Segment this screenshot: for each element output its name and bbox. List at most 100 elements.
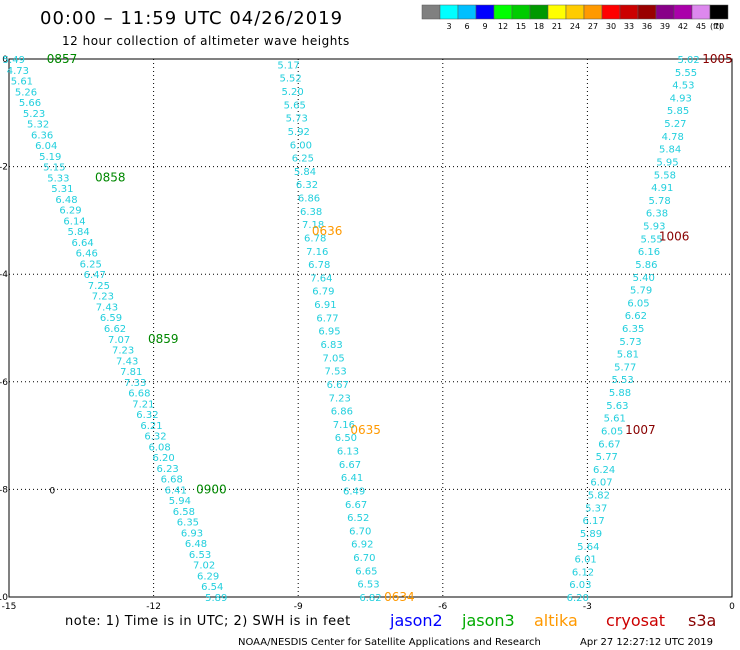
x-tick-label: -6 [438,602,447,612]
track-jason3: 5.494.735.615.265.665.235.326.366.045.19… [3,52,228,604]
chart-title: 00:00 – 11:59 UTC 04/26/2019 [40,8,343,29]
wave-height-label: 6.95 [318,327,340,338]
wave-height-label: 6.78 [308,260,330,271]
wave-height-label: 6.68 [161,475,183,486]
wave-height-label: 6.65 [355,566,377,577]
wave-height-label: 4.91 [651,183,673,194]
wave-height-label: 5.20 [282,87,304,98]
wave-height-label: 6.49 [343,486,365,497]
time-label: 0636 [312,224,343,238]
y-tick-label: -8 [0,485,8,495]
wave-height-label: 5.93 [643,222,665,233]
colorbar-swatch [475,4,495,20]
wave-height-label: 7.23 [329,393,351,404]
wave-height-label: 6.54 [201,582,223,593]
wave-height-label: 6.17 [582,516,604,527]
wave-height-label: 5.52 [279,74,301,85]
colorbar-swatch [421,4,441,20]
wave-height-label: 7.43 [116,356,138,367]
track-s3a: 5.02 5.55 4.534.93 5.85 5.27 4.78 5.845.95 5.58… [567,52,733,604]
wave-height-label: 6.62 [104,324,126,335]
wave-height-label: 5.26 [15,87,37,98]
wave-height-label: 5.94 [169,496,191,507]
wave-height-label: 4.78 [662,132,684,143]
wave-height-label: 6.46 [76,249,98,260]
colorbar-label: 9 [482,22,487,31]
wave-height-label: 5.55 [641,234,663,245]
footnote: note: 1) Time is in UTC; 2) SWH is in fe… [65,614,351,629]
location-marker: 0 [50,486,56,496]
colorbar-unit: (ft) [710,22,722,31]
colorbar-label: 6 [464,22,469,31]
wave-height-label: 6.32 [144,432,166,443]
wave-height-label: 6.04 [35,141,57,152]
wave-height-label: 5.58 [654,170,676,181]
wave-height-label: 6.05 [601,426,623,437]
wave-height-label: 6.16 [638,247,660,258]
wave-height-label: 6.20 [152,453,174,464]
wave-height-label: 7.05 [322,353,344,364]
wave-height-label: 5.23 [23,109,45,120]
wave-height-label: 6.53 [357,580,379,591]
wave-height-label: 6.77 [316,313,338,324]
wave-height-label: 5.77 [614,362,636,373]
wave-height-label: 6.36 [31,130,53,141]
wave-height-label: 6.07 [590,478,612,489]
wave-height-label: 6.50 [335,433,357,444]
wave-height-label: 5.79 [630,286,652,297]
time-label: 1006 [659,230,690,244]
data-series: 5.494.735.615.265.665.235.326.366.045.19… [3,52,733,604]
wave-height-label: 6.35 [622,324,644,335]
colorbar-label: 30 [606,22,616,31]
wave-height-label: 5.49 [3,55,25,66]
wave-height-label: 7.21 [132,399,154,410]
wave-height-label: 6.13 [337,447,359,458]
wave-height-label: 6.08 [148,442,170,453]
wave-height-label: 5.92 [288,127,310,138]
wave-height-label: 7.18 [302,220,324,231]
wave-height-label: 6.52 [347,513,369,524]
wave-height-label: 7.23 [112,346,134,357]
credit-left: NOAA/NESDIS Center for Satellite Applica… [238,637,541,648]
credit-right: Apr 27 12:27:12 UTC 2019 [580,637,713,648]
wave-height-label: 6.67 [327,380,349,391]
wave-height-label: 6.93 [181,528,203,539]
wave-height-label: 6.47 [84,270,106,281]
wave-height-label: 4.93 [670,93,692,104]
wave-height-label: 6.70 [353,553,375,564]
colorbar-swatch [529,4,549,20]
colorbar-label: 36 [642,22,652,31]
colorbar-swatch [655,4,675,20]
colorbar-swatch [619,4,639,20]
wave-height-label: 6.91 [314,300,336,311]
wave-height-label: 6.38 [646,209,668,220]
time-label: 0634 [384,590,415,604]
wave-height-label: 5.78 [648,196,670,207]
wave-height-label: 6.92 [351,540,373,551]
wave-height-label: 5.61 [11,77,33,88]
legend-jason3: jason3 [461,611,515,630]
wave-height-label: 5.81 [617,350,639,361]
time-label: 0635 [350,423,381,437]
color-scale-legend: 3 6 9 12 15 18 21 24 27 30 33 36 39 42 45 70(ft) [421,4,729,31]
wave-height-label: 5.17 [277,60,299,71]
wave-height-label: 5.63 [606,401,628,412]
wave-height-label: 6.21 [140,421,162,432]
wave-height-label: 6.48 [55,195,77,206]
wave-height-label: 5.02 [677,55,699,66]
colorbar-label: 21 [552,22,562,31]
colorbar-label: 12 [498,22,508,31]
wave-height-label: 7.53 [325,367,347,378]
colorbar-swatch [583,4,603,20]
colorbar-swatch [637,4,657,20]
wave-height-label: 6.64 [72,238,94,249]
wave-height-label: 5.85 [667,106,689,117]
time-label: 0858 [95,170,126,184]
colorbar-label: 27 [588,22,598,31]
wave-height-label: 6.25 [80,259,102,270]
y-tick-label: 0 [2,55,8,65]
time-label: 0857 [47,52,78,66]
plot-frame [8,58,733,598]
wave-height-label: 6.59 [100,313,122,324]
